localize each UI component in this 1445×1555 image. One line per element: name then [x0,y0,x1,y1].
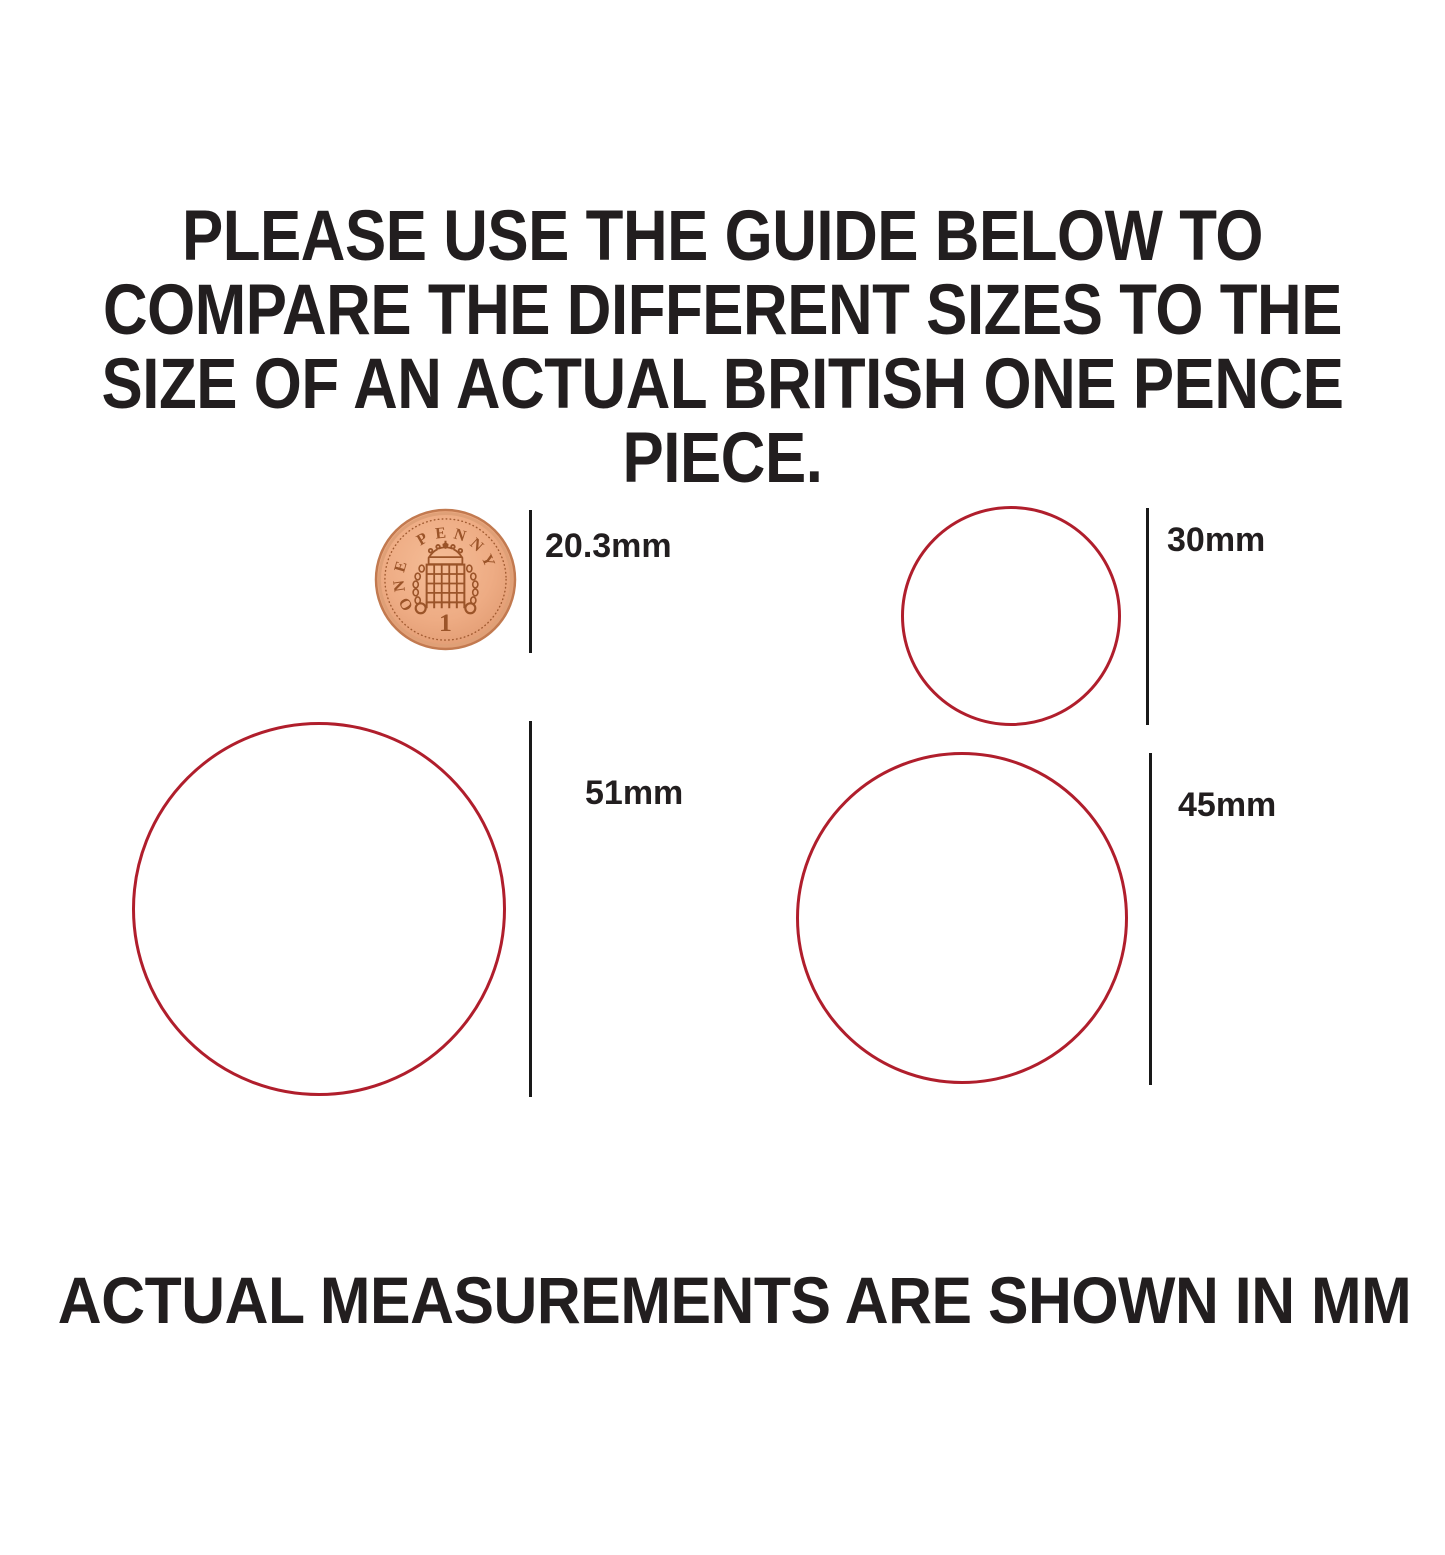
coin-legend-letter: N [390,579,409,593]
title-line-4: PIECE. [622,419,823,498]
coin-legend-letter: E [435,525,447,543]
coin-beaded-ring [384,518,507,641]
size-circle-30mm [901,506,1121,726]
title-line-3: SIZE OF AN ACTUAL BRITISH ONE PENCE [101,345,1344,424]
coin-denomination: 1 [439,608,452,637]
penny-measure-line [529,510,532,653]
footer-note: ACTUAL MEASUREMENTS ARE SHOWN IN MM [57,1263,1412,1337]
penny-size-label: 20.3mm [545,527,672,565]
coin-face [374,508,517,651]
title-line-1: PLEASE USE THE GUIDE BELOW TO [181,197,1264,276]
measure-line-51mm [529,721,532,1097]
size-circle-51mm [132,722,506,1096]
title-line-2: COMPARE THE DIFFERENT SIZES TO THE [103,271,1342,350]
size-label-45mm: 45mm [1178,786,1277,824]
size-circle-45mm [796,752,1128,1084]
size-label-51mm: 51mm [585,774,684,812]
size-label-30mm: 30mm [1167,521,1266,559]
measure-line-30mm [1146,508,1149,725]
page-title: PLEASE USE THE GUIDE BELOW TO COMPARE TH… [94,200,1351,496]
portcullis-emblem [412,540,479,615]
coin-legend-letter: E [391,559,410,574]
coin-rim-band [377,511,514,648]
measure-line-45mm [1149,753,1152,1085]
